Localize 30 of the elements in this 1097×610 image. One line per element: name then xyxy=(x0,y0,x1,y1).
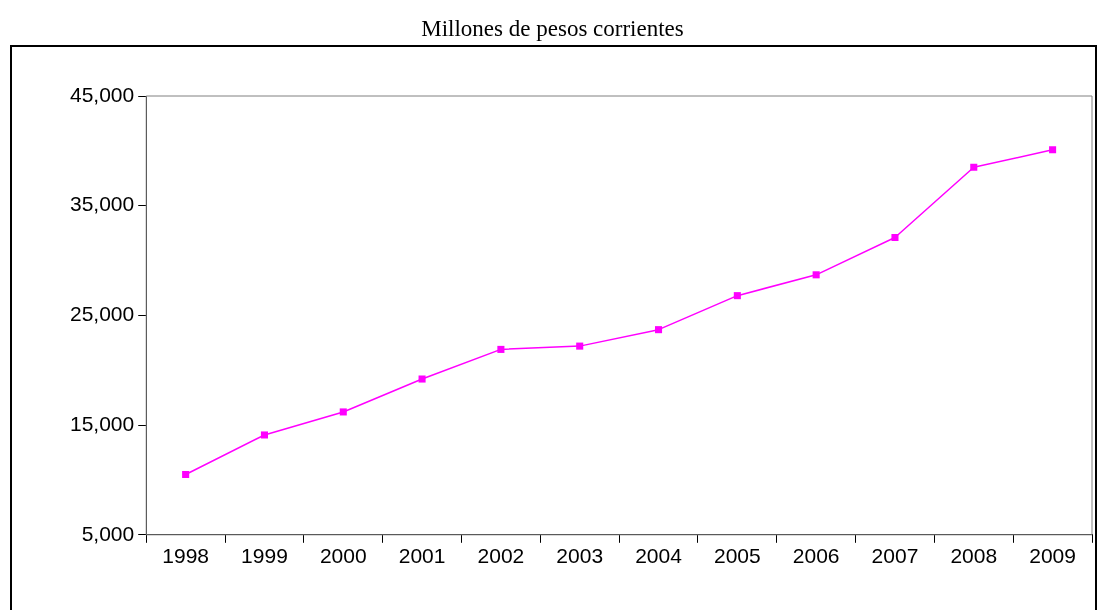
point xyxy=(497,345,505,353)
x-tick-label: 1998 xyxy=(162,544,209,568)
point xyxy=(970,163,978,171)
y-tick-label: 35,000 xyxy=(70,192,135,216)
x-tick-label: 2005 xyxy=(713,544,761,568)
point xyxy=(1049,146,1057,154)
x-tick-label: 2008 xyxy=(950,544,998,568)
point xyxy=(339,408,347,416)
point xyxy=(182,470,190,478)
y-tick-label: 45,000 xyxy=(70,82,135,106)
y-tick-label: 25,000 xyxy=(70,302,135,326)
x-tick-label: 2001 xyxy=(398,544,446,568)
x-tick-label: 2002 xyxy=(477,544,525,568)
x-tick-label: 2000 xyxy=(319,544,367,568)
x-tick-label: 2003 xyxy=(556,544,604,568)
x-tick-label: 2009 xyxy=(1029,544,1076,568)
point xyxy=(418,375,426,383)
chart-title: Millones de pesos corrientes xyxy=(420,16,685,42)
y-tick-label: 5,000 xyxy=(81,521,135,545)
point xyxy=(812,271,820,279)
x-tick-label: 2004 xyxy=(635,544,683,568)
point xyxy=(576,342,584,350)
y-tick-label: 15,000 xyxy=(70,411,135,435)
point xyxy=(891,233,899,242)
x-tick-label: 2007 xyxy=(871,544,919,568)
point xyxy=(654,326,663,334)
point xyxy=(733,292,741,300)
point xyxy=(260,431,268,439)
x-tick-label: 2006 xyxy=(792,544,840,568)
x-tick-label: 1999 xyxy=(241,544,288,568)
